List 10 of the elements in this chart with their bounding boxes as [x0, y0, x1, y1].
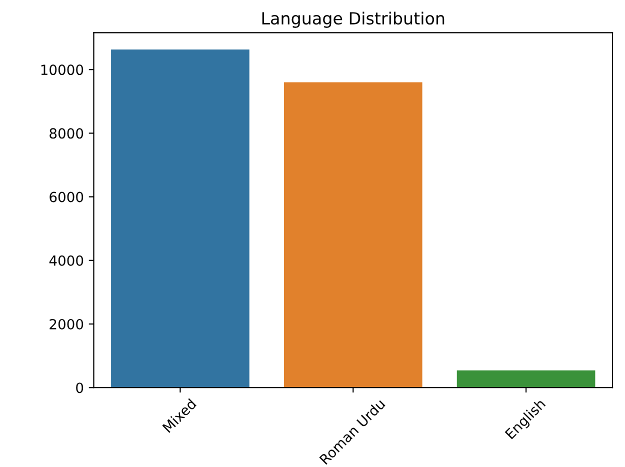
chart-title: Language Distribution [262, 12, 444, 28]
y-tick-label: 8000 [50, 128, 84, 139]
bar [111, 50, 250, 388]
y-tick-label: 0 [76, 382, 84, 394]
bar [456, 370, 596, 388]
bar [284, 82, 422, 388]
y-tick-label: 10000 [41, 64, 84, 76]
y-tick-label: 6000 [50, 192, 84, 202]
y-tick-label: 4000 [49, 255, 84, 266]
y-tick-label: 2000 [50, 318, 84, 330]
